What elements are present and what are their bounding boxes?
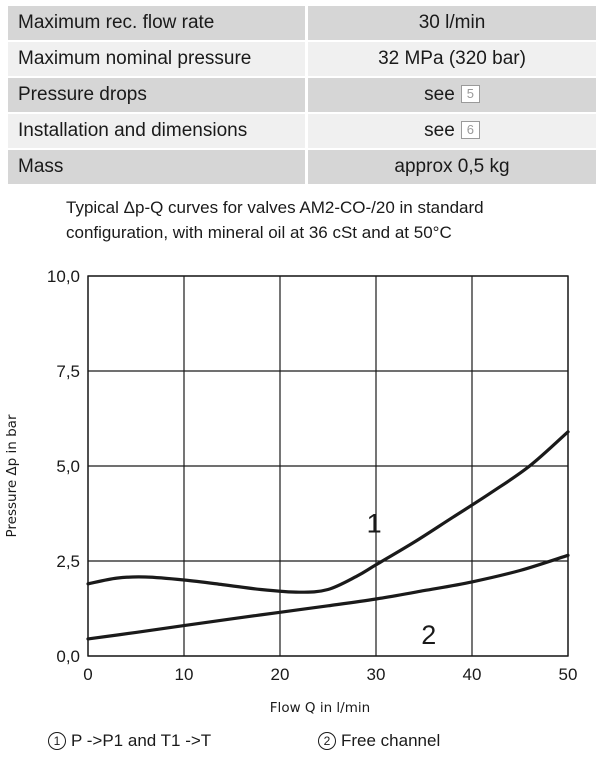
x-tick-label: 10: [175, 665, 194, 684]
spec-row: Pressure drops see 5: [8, 78, 596, 112]
pressure-drop-chart: 0 10 20 30 40 50 0,0 2,5 5,0 7,5 10,0 Flow Q in l/m…: [4, 267, 578, 716]
spec-label: Maximum rec. flow rate: [8, 6, 308, 40]
x-tick-label: 30: [367, 665, 386, 684]
series-line-1: [86, 430, 570, 594]
spec-label: Installation and dimensions: [8, 114, 308, 148]
legend-number-badge: 2: [318, 732, 336, 750]
x-axis-label: Flow Q in l/min: [270, 700, 370, 716]
spec-row: Installation and dimensions see 6: [8, 114, 596, 148]
x-tick-label: 0: [83, 665, 92, 684]
spec-label: Mass: [8, 150, 308, 184]
plot-frame: [87, 275, 569, 657]
spec-value: 30 l/min: [308, 6, 596, 40]
spec-value: approx 0,5 kg: [308, 150, 596, 184]
y-tick-label: 10,0: [47, 267, 80, 286]
spec-value-text: see: [424, 84, 455, 105]
legend-item-2: 2 Free channel: [318, 731, 440, 751]
spec-value-text: see: [424, 120, 455, 141]
spec-value: see 6: [308, 114, 596, 148]
section-reference-link[interactable]: 6: [460, 121, 480, 139]
legend-number-badge: 1: [48, 732, 66, 750]
spec-value-text: 30 l/min: [418, 12, 486, 33]
y-tick-label: 5,0: [56, 457, 80, 476]
spec-value: 32 MPa (320 bar): [308, 42, 596, 76]
legend-label: Free channel: [341, 731, 441, 750]
y-tick-label: 0,0: [56, 647, 80, 666]
series-label-2: 2: [421, 620, 436, 650]
legend-item-1: 1 P ->P1 and T1 ->T: [48, 731, 211, 751]
section-reference-link[interactable]: 5: [460, 85, 480, 103]
spec-row: Mass approx 0,5 kg: [8, 150, 596, 184]
x-tick-label: 50: [559, 665, 578, 684]
series-line-2: [86, 553, 570, 641]
y-tick-label: 7,5: [56, 362, 80, 381]
x-tick-label: 20: [271, 665, 290, 684]
spec-value-text: approx 0,5 kg: [394, 156, 510, 177]
spec-table: Maximum rec. flow rate 30 l/min Maximum …: [8, 4, 596, 186]
spec-row: Maximum rec. flow rate 30 l/min: [8, 6, 596, 40]
y-axis-label: Pressure Δp in bar: [4, 414, 20, 537]
series-label-1: 1: [367, 509, 382, 539]
caption-line: Typical Δp-Q curves for valves AM2-CO-/2…: [66, 198, 484, 217]
spec-row: Maximum nominal pressure 32 MPa (320 bar…: [8, 42, 596, 76]
spec-value-text: 32 MPa (320 bar): [378, 48, 526, 69]
x-tick-label: 40: [463, 665, 482, 684]
spec-label: Maximum nominal pressure: [8, 42, 308, 76]
spec-value: see 5: [308, 78, 596, 112]
chart-caption: Typical Δp-Q curves for valves AM2-CO-/2…: [66, 195, 586, 245]
y-tick-label: 2,5: [56, 552, 80, 571]
legend-label: P ->P1 and T1 ->T: [71, 731, 212, 750]
caption-line: configuration, with mineral oil at 36 cS…: [66, 223, 452, 242]
spec-label: Pressure drops: [8, 78, 308, 112]
